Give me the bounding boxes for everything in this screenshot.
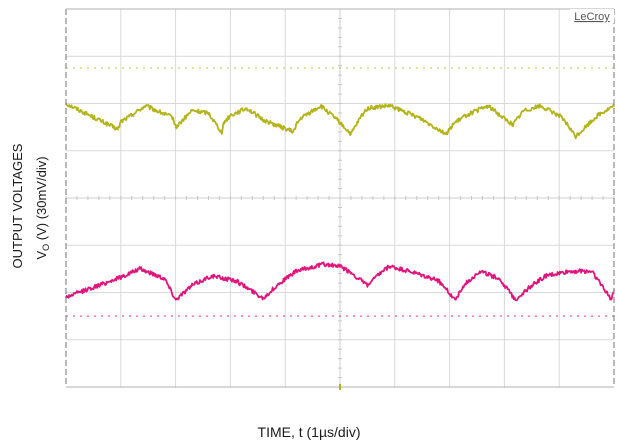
series-1-point-9 xyxy=(207,112,210,114)
waveform-traces xyxy=(65,102,615,302)
series-1-point-31 xyxy=(539,104,541,107)
series-1-point-1 xyxy=(117,128,119,131)
series-2-point-19 xyxy=(407,270,410,273)
series-1-point-35 xyxy=(596,114,599,117)
brand-label-box xyxy=(570,9,614,23)
series-1-point-12 xyxy=(229,114,232,117)
series-1-point-21 xyxy=(361,114,363,117)
series-1-point-5 xyxy=(171,116,174,119)
brand-label: LeCroy xyxy=(574,11,610,23)
series-2-point-20 xyxy=(437,279,440,282)
series-1-point-11 xyxy=(222,121,225,124)
series-1-point-36 xyxy=(604,109,607,112)
series-1-point-20 xyxy=(350,133,352,136)
series-2-point-6 xyxy=(174,298,177,301)
series-1-point-23 xyxy=(388,104,391,107)
series-2-point-4 xyxy=(139,267,141,270)
series-1-point-28 xyxy=(487,104,489,107)
series-1-point-27 xyxy=(465,114,467,117)
series-2-point-25 xyxy=(514,298,517,301)
series-2-point-27 xyxy=(544,275,547,277)
series-1-point-13 xyxy=(245,107,248,110)
series-1-point-25 xyxy=(445,133,448,136)
series-2-point-2 xyxy=(97,284,100,287)
series-1-point-24 xyxy=(418,116,421,119)
series-2-point-18 xyxy=(388,265,391,268)
series-2-point-22 xyxy=(465,282,467,284)
series-1-point-34 xyxy=(574,135,577,138)
series-2-point-11 xyxy=(278,282,281,284)
series-1-point-30 xyxy=(522,109,525,112)
series-2-point-28 xyxy=(569,270,572,273)
series-1-point-3 xyxy=(128,115,130,118)
reference-levels xyxy=(66,67,614,317)
plot-frame xyxy=(65,8,615,390)
series-1-point-16 xyxy=(295,123,298,126)
series-1-point-26 xyxy=(451,123,454,126)
plot-grid xyxy=(65,8,615,388)
series-2-point-3 xyxy=(122,275,125,277)
y-axis-label: OUTPUT VOLTAGES VO (V) (30mV/div) xyxy=(4,16,60,396)
series-2-point-9 xyxy=(234,279,237,282)
series-2-point-1 xyxy=(84,289,87,292)
series-1-point-33 xyxy=(566,123,569,126)
series-2-point-26 xyxy=(530,284,533,287)
series-1-point-37 xyxy=(613,104,615,107)
series-1-point-32 xyxy=(558,114,561,117)
series-2-point-23 xyxy=(478,270,481,273)
series-2-point-24 xyxy=(498,277,500,280)
y-axis-symbol: V xyxy=(34,251,49,260)
series-2-point-8 xyxy=(210,275,213,277)
series-1-point-6 xyxy=(174,126,177,129)
y-axis-units: (V) (30mV/div) xyxy=(34,156,49,243)
series-2-point-29 xyxy=(591,270,593,273)
series-2-point-16 xyxy=(366,284,369,287)
series-2-point-30 xyxy=(610,298,613,301)
series-1-point-7 xyxy=(177,123,180,126)
series-1-point-15 xyxy=(292,130,295,133)
series-2-point-17 xyxy=(380,271,382,274)
series-1-point-22 xyxy=(366,107,369,110)
series-2-point-5 xyxy=(163,277,166,280)
series-1-point-18 xyxy=(319,104,322,107)
series-1-point-29 xyxy=(511,123,514,126)
series-2-point-15 xyxy=(350,271,352,274)
series-2-point-7 xyxy=(191,284,193,287)
series-2-point-14 xyxy=(339,265,341,268)
series-1-point-17 xyxy=(300,116,303,119)
series-2-point-10 xyxy=(262,297,265,300)
series-1-point-19 xyxy=(336,119,339,121)
series-1-point-10 xyxy=(221,131,224,134)
series-1-point-8 xyxy=(191,109,193,112)
series-2-point-21 xyxy=(454,298,456,301)
y-axis-label-line2: VO (V) (30mV/div) xyxy=(34,156,51,259)
waveform-series-1 xyxy=(65,103,615,140)
y-axis-label-line1: OUTPUT VOLTAGES xyxy=(10,143,25,268)
brand-label-group: LeCroy xyxy=(570,9,614,23)
x-axis-label: TIME, t (1µs/div) xyxy=(257,424,361,440)
series-1-point-2 xyxy=(119,120,122,123)
series-1-point-14 xyxy=(262,119,265,121)
series-1-point-4 xyxy=(144,104,147,107)
series-2-point-13 xyxy=(322,263,325,266)
y-axis-subscript: O xyxy=(41,244,51,251)
series-2-point-12 xyxy=(295,270,298,273)
